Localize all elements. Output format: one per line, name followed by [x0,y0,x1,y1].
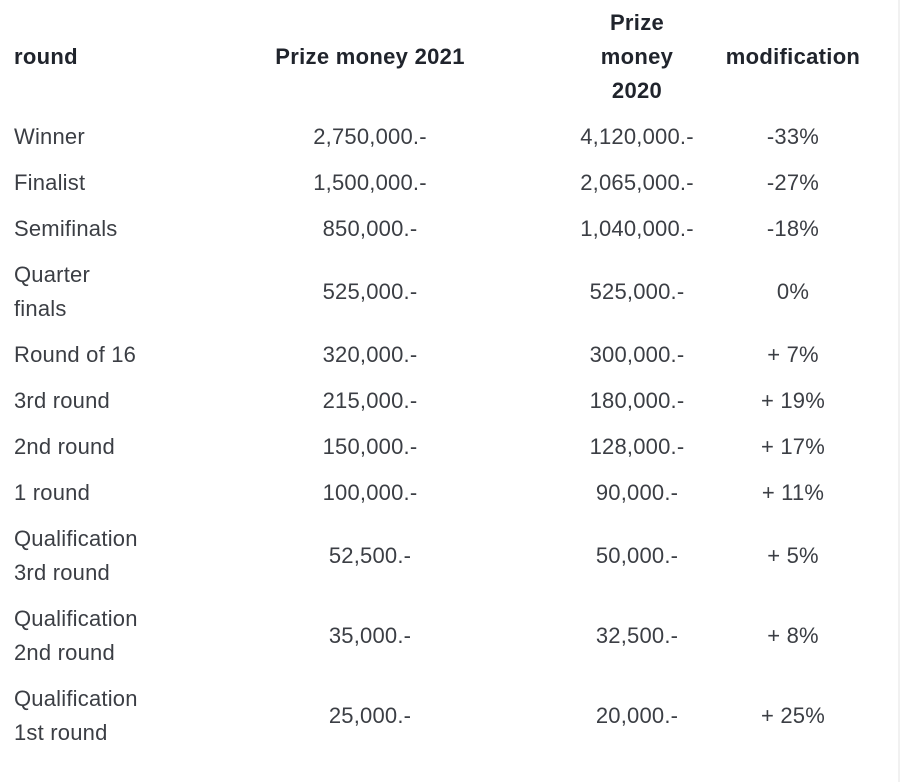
prize-2021-cell: 35,000.- [328,623,412,648]
modification-cell: + 25% [761,703,825,728]
round-cell: 2nd round [14,434,115,459]
table-row: Qualification 1st round 25,000.- 20,000.… [0,676,868,756]
table-row: 3rd round 215,000.- 180,000.- + 19% [0,378,868,424]
modification-cell: + 8% [767,623,819,648]
modification-cell: + 11% [761,480,825,505]
modification-cell: 0% [776,279,810,304]
table-row: Qualification 2nd round 35,000.- 32,500.… [0,596,868,676]
modification-cell: + 7% [767,342,819,367]
table-row: 2nd round 150,000.- 128,000.- + 17% [0,424,868,470]
round-cell: Quarter finals [14,262,90,321]
prize-2020-cell: 20,000.- [595,703,679,728]
round-cell: 3rd round [14,388,110,413]
prize-2020-cell: 4,120,000.- [580,124,694,149]
prize-2020-cell: 1,040,000.- [580,216,694,241]
table-row: Semifinals 850,000.- 1,040,000.- -18% [0,206,868,252]
modification-cell: -27% [766,170,820,195]
prize-2021-cell: 25,000.- [328,703,412,728]
table-row: Finalist 1,500,000.- 2,065,000.- -27% [0,160,868,206]
modification-cell: + 17% [761,434,825,459]
table-row: Quarter finals 525,000.- 525,000.- 0% [0,252,868,332]
prize-2021-cell: 150,000.- [322,434,418,459]
column-header-modification: modification [725,44,861,69]
table-row: Qualification 3rd round 52,500.- 50,000.… [0,516,868,596]
prize-2021-cell: 1,500,000.- [313,170,427,195]
prize-2020-cell: 90,000.- [595,480,679,505]
column-header-prize-2021: Prize money 2021 [275,44,465,69]
round-cell: Qualification 1st round [14,686,138,745]
prize-2021-cell: 320,000.- [322,342,418,367]
modification-cell: + 5% [767,543,819,568]
prize-2021-cell: 525,000.- [322,279,418,304]
table-row: Winner 2,750,000.- 4,120,000.- -33% [0,114,868,160]
table-row: Round of 16 320,000.- 300,000.- + 7% [0,332,868,378]
round-cell: Winner [14,124,85,149]
round-cell: Qualification 2nd round [14,606,138,665]
prize-2020-cell: 50,000.- [595,543,679,568]
modification-cell: + 19% [761,388,825,413]
round-cell: Semifinals [14,216,118,241]
column-header-prize-2020: Prize money 2020 [600,10,674,103]
prize-2021-cell: 850,000.- [322,216,418,241]
prize-2020-cell: 525,000.- [589,279,685,304]
prize-2020-cell: 32,500.- [595,623,679,648]
round-cell: 1 round [14,480,91,505]
round-cell: Qualification 3rd round [14,526,138,585]
prize-2021-cell: 52,500.- [328,543,412,568]
round-cell: Round of 16 [14,342,137,367]
modification-cell: -18% [766,216,820,241]
column-header-round: round [14,44,78,69]
prize-2020-cell: 300,000.- [589,342,685,367]
prize-2021-cell: 100,000.- [322,480,418,505]
modification-cell: -33% [766,124,820,149]
prize-2020-cell: 2,065,000.- [580,170,694,195]
table-row: 1 round 100,000.- 90,000.- + 11% [0,470,868,516]
prize-2020-cell: 180,000.- [589,388,685,413]
prize-2020-cell: 128,000.- [589,434,685,459]
prize-2021-cell: 2,750,000.- [313,124,427,149]
prize-money-table: round Prize money 2021 Prize money 2020 … [0,0,868,756]
round-cell: Finalist [14,170,86,195]
table-header-row: round Prize money 2021 Prize money 2020 … [0,0,868,114]
prize-2021-cell: 215,000.- [322,388,418,413]
